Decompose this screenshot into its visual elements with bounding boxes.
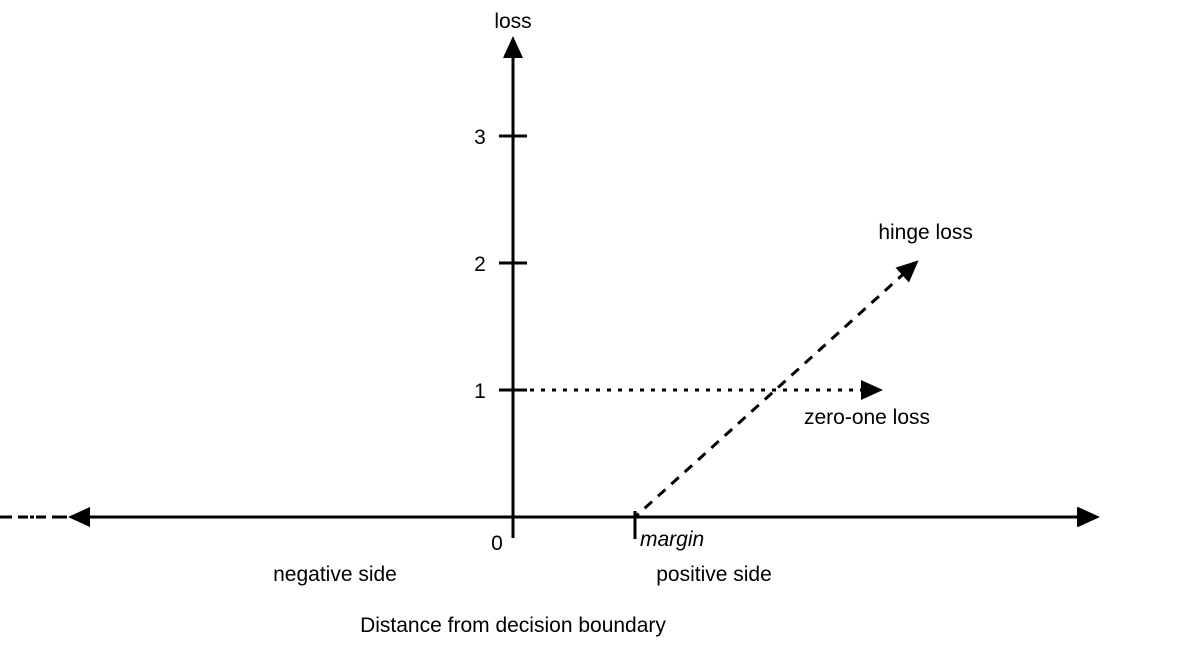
y-tick-label-2: 2 <box>474 253 486 276</box>
y-axis-label: loss <box>494 10 531 33</box>
zero-one-loss-label: zero-one loss <box>804 406 930 429</box>
x-axis-right-arrowhead <box>1078 507 1100 527</box>
hinge-loss-label: hinge loss <box>878 221 973 244</box>
y-tick-label-0: 0 <box>491 532 503 555</box>
margin-label: margin <box>640 528 704 551</box>
hinge-loss-arrowhead <box>895 260 919 283</box>
y-axis-arrowhead <box>503 36 523 58</box>
y-tick-label-1: 1 <box>474 380 486 403</box>
positive-side-label: positive side <box>656 563 772 586</box>
hinge-loss-line <box>0 261 917 519</box>
y-tick-label-3: 3 <box>474 126 486 149</box>
zero-one-loss-arrowhead <box>861 380 883 400</box>
zero-one-loss-line <box>0 388 879 519</box>
negative-side-label: negative side <box>273 563 397 586</box>
x-axis-label: Distance from decision boundary <box>360 614 666 637</box>
